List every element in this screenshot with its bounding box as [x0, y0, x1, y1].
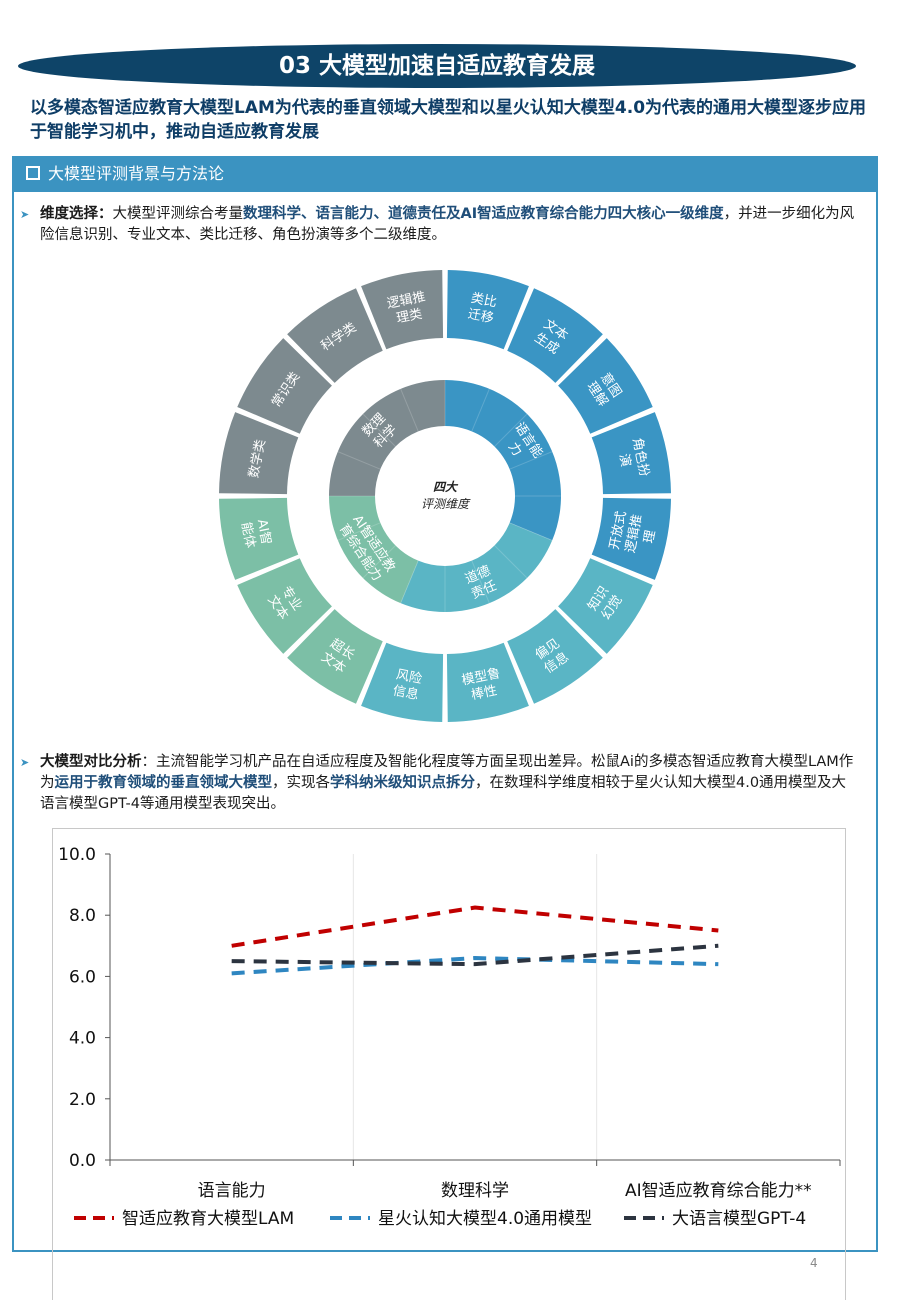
outer-segment-label: AI智能体: [238, 518, 274, 550]
panel-title: 大模型评测背景与方法论: [48, 164, 225, 183]
outer-ring-segment: [446, 270, 529, 350]
bullet-highlight: 数理科学、语言能力、道德责任及AI智适应教育综合能力四大核心一级维度: [243, 206, 724, 222]
y-tick-label: 2.0: [69, 1090, 96, 1110]
evaluation-dimensions-donut: 类比迁移文本生成意图理解角色扮演开放式逻辑推理知识幻觉偏见信息模型鲁棒性风险信息…: [219, 270, 671, 722]
bullet-lead: 维度选择：: [40, 206, 113, 222]
outer-ring-segment: [591, 497, 671, 580]
intro-text: 以多模态智适应教育大模型LAM为代表的垂直领域大模型和以星火认知大模型4.0为代…: [30, 98, 867, 142]
outer-segment-label: 类比迁移: [466, 291, 498, 327]
outer-ring-segment: [361, 642, 444, 722]
y-tick-label: 10.0: [58, 845, 96, 865]
outer-ring-segment: [446, 642, 529, 722]
bullet-highlight: 学科纳米级知识点拆分: [330, 775, 475, 791]
donut-center-label: 四大: [433, 480, 459, 494]
donut-center: [377, 428, 513, 564]
outer-segment-label: 模型鲁棒性: [460, 666, 504, 704]
y-tick-label: 4.0: [69, 1029, 96, 1049]
outer-segment-label: 风险信息: [392, 667, 424, 703]
inner-ring-divider: [337, 522, 381, 541]
outer-ring-segment: [219, 412, 299, 495]
legend-label: 星火认知大模型4.0通用模型: [378, 1209, 592, 1229]
page-number: 4: [810, 1256, 818, 1270]
inner-ring-divider: [362, 413, 396, 447]
bullet-highlight: 运用于教育领域的垂直领域大模型: [54, 775, 273, 791]
series-line: [231, 956, 719, 976]
section-title-banner: 03 大模型加速自适应教育发展: [18, 44, 856, 88]
outer-ring-segment: [507, 609, 603, 704]
inner-ring-segment: [400, 522, 553, 612]
inner-ring-divider: [494, 545, 528, 579]
y-tick-label: 8.0: [69, 906, 96, 926]
outer-ring-segment: [361, 270, 444, 350]
bullet-text: ：主流智能学习机产品在自适应程度及智能化程度等方面呈现出差异。松鼠Ai的多模态智…: [40, 754, 854, 791]
arrow-bullet-icon: ➤: [20, 756, 30, 769]
legend-label: 智适应教育大模型LAM: [122, 1209, 294, 1229]
y-tick-label: 0.0: [69, 1151, 96, 1171]
legend-label: 大语言模型GPT-4: [672, 1209, 806, 1229]
donut-center-label: 评测维度: [421, 497, 471, 511]
arrow-bullet-icon: ➤: [20, 208, 30, 221]
outer-ring-segment: [287, 288, 383, 383]
series-line: [231, 943, 719, 967]
outer-segment-label: 开放式逻辑推理: [607, 510, 661, 558]
outer-ring-segment: [219, 497, 299, 580]
outer-segment-label: 数学类: [246, 438, 269, 479]
outer-ring-segment: [237, 338, 332, 434]
model-comparison-line-chart: 0.0 2.0 4.0 6.0 8.0 10.0 语言能力 数理科学 AI智适应教育综合能力**…: [58, 845, 841, 1229]
bullet-lead: 大模型对比分析: [40, 754, 142, 770]
bullet-text: 大模型评测综合考量: [112, 206, 244, 222]
outer-ring-segment: [237, 558, 332, 654]
x-tick-label: AI智适应教育综合能力**: [625, 1181, 812, 1201]
outer-ring-segment: [287, 609, 383, 704]
x-tick-label: 语言能力: [198, 1181, 266, 1201]
inner-ring-divider: [400, 560, 419, 604]
inner-ring-divider: [509, 522, 553, 541]
inner-ring-divider: [337, 451, 381, 470]
inner-ring-divider: [471, 388, 490, 432]
outer-ring-segment: [558, 338, 653, 434]
x-tick-label: 数理科学: [441, 1181, 509, 1201]
outer-ring-segment: [558, 558, 653, 654]
y-tick-label: 6.0: [69, 967, 96, 987]
inner-ring-divider: [400, 388, 419, 432]
inner-ring-segment: [329, 496, 419, 604]
outer-segment-label: 角色扮演: [613, 436, 652, 481]
outer-ring-segment: [507, 288, 603, 383]
inner-ring-divider: [494, 413, 528, 447]
inner-ring-segment: [445, 380, 561, 541]
bullet-dimension-selection: ➤ 维度选择：大模型评测综合考量数理科学、语言能力、道德责任及AI智适应教育综合…: [20, 204, 860, 246]
bullet-model-comparison: ➤ 大模型对比分析：主流智能学习机产品在自适应程度及智能化程度等方面呈现出差异。…: [20, 752, 860, 815]
bullet-text: ，实现各: [272, 775, 330, 791]
square-bullet-icon: [26, 165, 40, 180]
content-panel: 大模型评测背景与方法论: [12, 156, 878, 1252]
outer-ring-segment: [591, 412, 671, 495]
inner-ring-divider: [362, 545, 396, 579]
bullet-text: ，并进一步细化为风险信息识别、专业文本、类比迁移、角色扮演等多个二级维度。: [40, 206, 855, 243]
series-line: [231, 905, 719, 948]
outer-segment-label: 逻辑推理类: [386, 290, 430, 328]
inner-ring-divider: [509, 451, 553, 470]
bullet-text: ，在数理科学维度相较于星火认知大模型4.0通用模型及大语言模型GPT-4等通用模…: [40, 775, 847, 812]
inner-ring-segment: [329, 380, 445, 496]
panel-header: 大模型评测背景与方法论: [14, 156, 876, 192]
inner-ring-divider: [471, 560, 490, 604]
